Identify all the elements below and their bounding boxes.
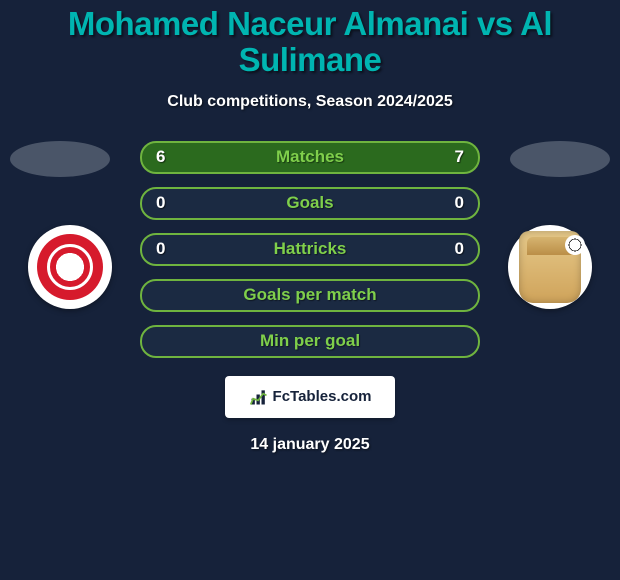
stat-bars: 6 Matches 7 0 Goals 0 0 Hattricks 0 Goals per mat… bbox=[140, 141, 480, 358]
stat-bar: Min per goal bbox=[140, 325, 480, 358]
stat-value-right: 0 bbox=[455, 193, 464, 213]
subtitle: Club competitions, Season 2024/2025 bbox=[0, 93, 620, 111]
brand-text: FcTables.com bbox=[273, 388, 372, 405]
stat-value-left: 6 bbox=[156, 147, 165, 167]
team-left-crest-icon bbox=[37, 234, 103, 300]
stat-value-right: 7 bbox=[455, 147, 464, 167]
stat-label: Goals bbox=[286, 193, 333, 213]
page-title: Mohamed Naceur Almanai vs Al Sulimane bbox=[0, 0, 620, 79]
stat-bar: 0 Hattricks 0 bbox=[140, 233, 480, 266]
content-area: 6 Matches 7 0 Goals 0 0 Hattricks 0 Goals per mat… bbox=[0, 141, 620, 454]
stat-bar: 0 Goals 0 bbox=[140, 187, 480, 220]
brand-badge: FcTables.com bbox=[225, 376, 395, 418]
brand-chart-icon bbox=[249, 387, 269, 407]
generated-date: 14 january 2025 bbox=[0, 436, 620, 454]
player-right-photo-placeholder bbox=[510, 141, 610, 177]
stat-label: Matches bbox=[276, 147, 344, 167]
stat-value-right: 0 bbox=[455, 239, 464, 259]
stat-bar: 6 Matches 7 bbox=[140, 141, 480, 174]
stat-value-left: 0 bbox=[156, 239, 165, 259]
team-right-badge bbox=[508, 225, 592, 309]
player-left-photo-placeholder bbox=[10, 141, 110, 177]
stat-bar: Goals per match bbox=[140, 279, 480, 312]
stat-label: Goals per match bbox=[243, 285, 376, 305]
stat-value-left: 0 bbox=[156, 193, 165, 213]
team-left-badge bbox=[28, 225, 112, 309]
stat-label: Min per goal bbox=[260, 331, 360, 351]
team-right-crest-icon bbox=[519, 231, 581, 303]
stat-label: Hattricks bbox=[274, 239, 347, 259]
comparison-card: Mohamed Naceur Almanai vs Al Sulimane Cl… bbox=[0, 0, 620, 580]
